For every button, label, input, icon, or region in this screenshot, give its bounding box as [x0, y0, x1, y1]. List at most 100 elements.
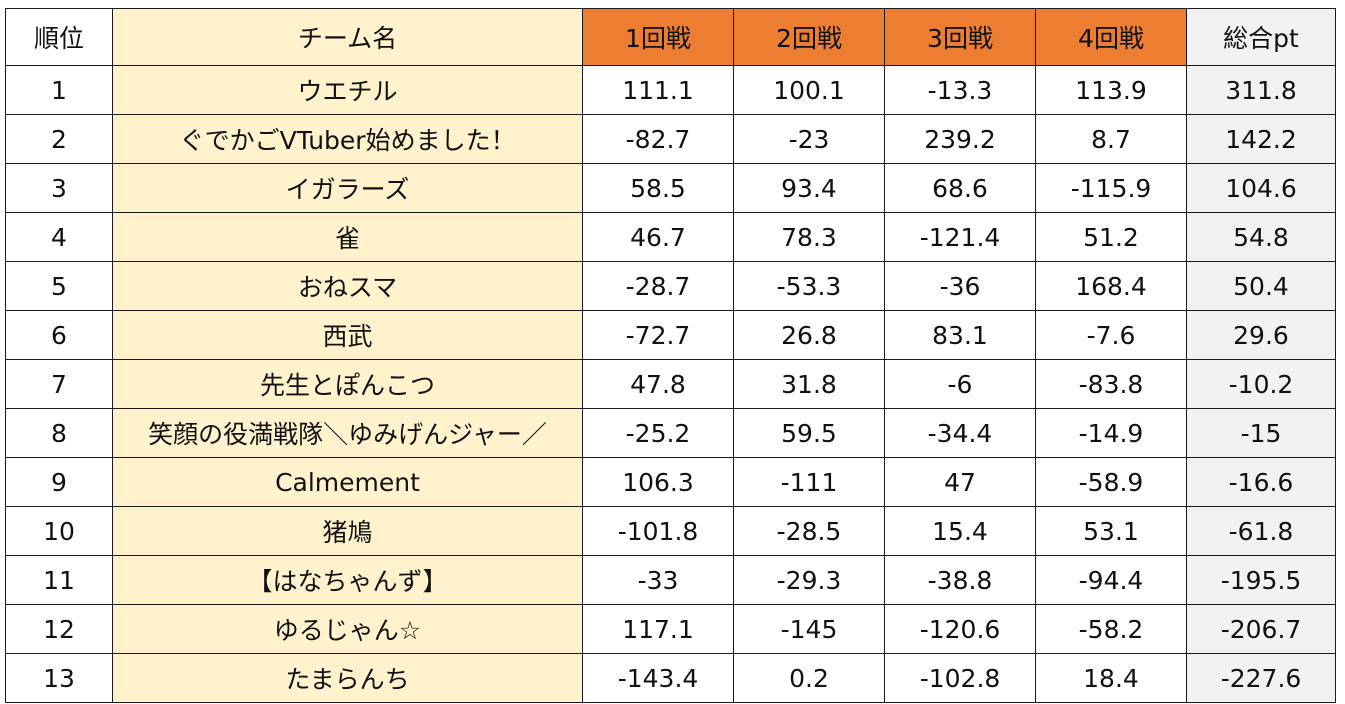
- round4-score-cell: 51.2: [1035, 212, 1187, 262]
- round4-score-cell: -7.6: [1035, 310, 1187, 360]
- rank-cell: 12: [5, 604, 113, 654]
- round2-score-cell: -145: [733, 604, 885, 654]
- total-points-cell: 54.8: [1186, 212, 1336, 262]
- table-row: 4 雀 46.7 78.3 -121.4 51.2 54.8: [5, 212, 1336, 262]
- rank-cell: 13: [5, 653, 113, 703]
- team-name-cell: 西武: [112, 310, 583, 360]
- team-name-cell: 猪鳩: [112, 506, 583, 556]
- round2-score-cell: -28.5: [733, 506, 885, 556]
- team-name-cell: ぐでかごVTuber始めました！: [112, 114, 583, 164]
- round2-score-cell: 100.1: [733, 65, 885, 115]
- header-row: 順位 チーム名 1回戦 2回戦 3回戦 4回戦 総合pt: [5, 8, 1336, 66]
- team-name-cell: 笑顔の役満戦隊＼ゆみげんジャー／: [112, 408, 583, 458]
- rank-cell: 6: [5, 310, 113, 360]
- round2-score-cell: -23: [733, 114, 885, 164]
- rank-cell: 7: [5, 359, 113, 409]
- round2-score-cell: 93.4: [733, 163, 885, 213]
- table-row: 12 ゆるじゃん☆ 117.1 -145 -120.6 -58.2 -206.7: [5, 604, 1336, 654]
- team-name-cell: たまらんち: [112, 653, 583, 703]
- rank-cell: 11: [5, 555, 113, 605]
- round3-score-cell: 83.1: [884, 310, 1036, 360]
- table-row: 3 イガラーズ 58.5 93.4 68.6 -115.9 104.6: [5, 163, 1336, 213]
- round4-score-cell: -83.8: [1035, 359, 1187, 409]
- round4-score-cell: -58.2: [1035, 604, 1187, 654]
- table-row: 9 Calmement 106.3 -111 47 -58.9 -16.6: [5, 457, 1336, 507]
- rank-cell: 2: [5, 114, 113, 164]
- round3-score-cell: 15.4: [884, 506, 1036, 556]
- team-name-cell: Calmement: [112, 457, 583, 507]
- table-row: 8 笑顔の役満戦隊＼ゆみげんジャー／ -25.2 59.5 -34.4 -14.9 -15: [5, 408, 1336, 458]
- team-name-cell: 先生とぽんこつ: [112, 359, 583, 409]
- round2-header: 2回戦: [733, 8, 885, 66]
- rank-cell: 10: [5, 506, 113, 556]
- table-row: 11 【はなちゃんず】 -33 -29.3 -38.8 -94.4 -195.5: [5, 555, 1336, 605]
- round4-score-cell: 113.9: [1035, 65, 1187, 115]
- team-name-cell: 【はなちゃんず】: [112, 555, 583, 605]
- round1-score-cell: -28.7: [582, 261, 734, 311]
- round2-score-cell: 0.2: [733, 653, 885, 703]
- round3-score-cell: -36: [884, 261, 1036, 311]
- rank-cell: 9: [5, 457, 113, 507]
- rank-cell: 3: [5, 163, 113, 213]
- total-points-cell: -195.5: [1186, 555, 1336, 605]
- round4-score-cell: 8.7: [1035, 114, 1187, 164]
- team-name-cell: おねスマ: [112, 261, 583, 311]
- round1-score-cell: 117.1: [582, 604, 734, 654]
- total-points-cell: -10.2: [1186, 359, 1336, 409]
- round4-score-cell: -115.9: [1035, 163, 1187, 213]
- table-row: 7 先生とぽんこつ 47.8 31.8 -6 -83.8 -10.2: [5, 359, 1336, 409]
- team-name-cell: ゆるじゃん☆: [112, 604, 583, 654]
- rank-cell: 5: [5, 261, 113, 311]
- round4-score-cell: 168.4: [1035, 261, 1187, 311]
- team-name-header: チーム名: [112, 8, 583, 66]
- round3-score-cell: -120.6: [884, 604, 1036, 654]
- team-name-cell: ウエチル: [112, 65, 583, 115]
- round3-score-cell: 47: [884, 457, 1036, 507]
- round2-score-cell: 26.8: [733, 310, 885, 360]
- table-row: 2 ぐでかごVTuber始めました！ -82.7 -23 239.2 8.7 142.2: [5, 114, 1336, 164]
- round3-header: 3回戦: [884, 8, 1036, 66]
- table-row: 10 猪鳩 -101.8 -28.5 15.4 53.1 -61.8: [5, 506, 1336, 556]
- round1-score-cell: 58.5: [582, 163, 734, 213]
- round3-score-cell: -102.8: [884, 653, 1036, 703]
- ranking-table: 順位 チーム名 1回戦 2回戦 3回戦 4回戦 総合pt 1 ウエチル 111.1 1…: [5, 8, 1336, 703]
- total-points-cell: 142.2: [1186, 114, 1336, 164]
- round1-score-cell: -72.7: [582, 310, 734, 360]
- round4-score-cell: -94.4: [1035, 555, 1187, 605]
- total-points-header: 総合pt: [1186, 8, 1336, 66]
- round2-score-cell: -53.3: [733, 261, 885, 311]
- round3-score-cell: -38.8: [884, 555, 1036, 605]
- round1-header: 1回戦: [582, 8, 734, 66]
- round3-score-cell: -6: [884, 359, 1036, 409]
- round4-header: 4回戦: [1035, 8, 1187, 66]
- total-points-cell: 29.6: [1186, 310, 1336, 360]
- round3-score-cell: 68.6: [884, 163, 1036, 213]
- round3-score-cell: -13.3: [884, 65, 1036, 115]
- table-row: 5 おねスマ -28.7 -53.3 -36 168.4 50.4: [5, 261, 1336, 311]
- total-points-cell: 311.8: [1186, 65, 1336, 115]
- round1-score-cell: -101.8: [582, 506, 734, 556]
- rank-cell: 1: [5, 65, 113, 115]
- total-points-cell: -206.7: [1186, 604, 1336, 654]
- round2-score-cell: 78.3: [733, 212, 885, 262]
- table-row: 6 西武 -72.7 26.8 83.1 -7.6 29.6: [5, 310, 1336, 360]
- round2-score-cell: 31.8: [733, 359, 885, 409]
- round3-score-cell: -34.4: [884, 408, 1036, 458]
- rank-cell: 8: [5, 408, 113, 458]
- table-row: 1 ウエチル 111.1 100.1 -13.3 113.9 311.8: [5, 65, 1336, 115]
- total-points-cell: 50.4: [1186, 261, 1336, 311]
- total-points-cell: -16.6: [1186, 457, 1336, 507]
- round4-score-cell: -58.9: [1035, 457, 1187, 507]
- rank-header: 順位: [5, 8, 113, 66]
- team-name-cell: イガラーズ: [112, 163, 583, 213]
- round4-score-cell: 18.4: [1035, 653, 1187, 703]
- round2-score-cell: -29.3: [733, 555, 885, 605]
- round2-score-cell: -111: [733, 457, 885, 507]
- total-points-cell: 104.6: [1186, 163, 1336, 213]
- round3-score-cell: 239.2: [884, 114, 1036, 164]
- total-points-cell: -15: [1186, 408, 1336, 458]
- round1-score-cell: -82.7: [582, 114, 734, 164]
- round1-score-cell: -143.4: [582, 653, 734, 703]
- table-body: 1 ウエチル 111.1 100.1 -13.3 113.9 311.8 2 ぐでかごVTube…: [5, 65, 1336, 703]
- total-points-cell: -227.6: [1186, 653, 1336, 703]
